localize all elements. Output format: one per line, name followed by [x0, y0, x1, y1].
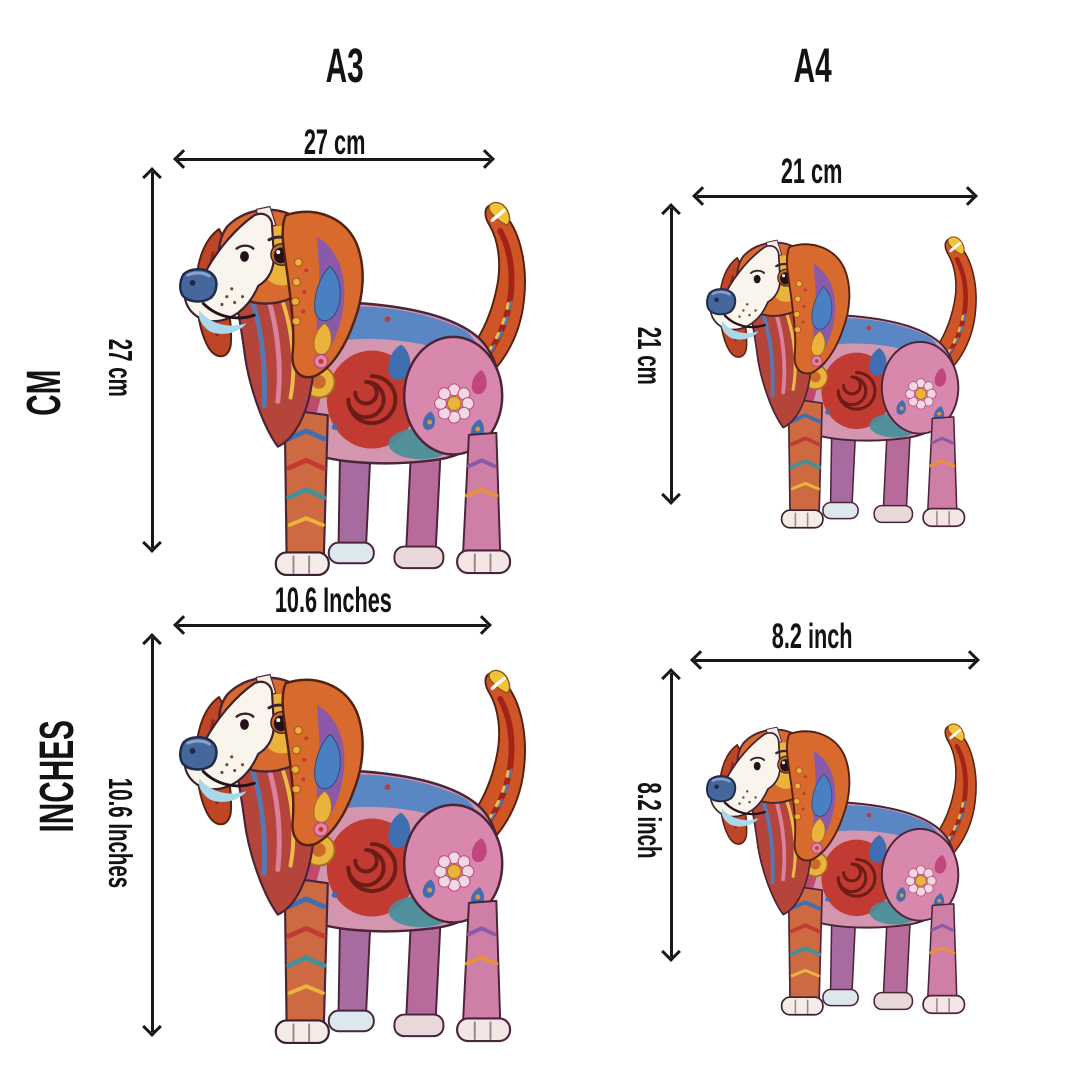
column-header-a3: A3: [175, 40, 515, 93]
a4-inches-width-arrow: [695, 659, 975, 662]
a4-inches-width-label: 8.2 inch: [771, 617, 853, 656]
a3-inches-width-arrow: [178, 624, 487, 627]
a4-inches-height-arrow: [670, 673, 673, 957]
column-header-a3-label: A3: [325, 39, 365, 93]
beagle-illustration-a4-inches: [699, 700, 1005, 1022]
row-header-cm-label: CM: [17, 369, 71, 417]
beagle-illustration-a3-inches: [170, 640, 562, 1052]
a3-cm-width-arrow: [178, 158, 490, 161]
row-header-cm: CM: [18, 223, 71, 563]
a4-cm-width-arrow: [697, 195, 973, 198]
a4-cm-height-arrow: [670, 208, 673, 500]
a3-inches-height-arrow: [151, 638, 154, 1032]
beagle-illustration-a4-cm: [699, 213, 1005, 535]
beagle-illustration-a3-cm: [170, 172, 562, 584]
a4-cm-height-label: 21 cm: [631, 326, 668, 386]
a3-cm-height-arrow: [151, 172, 154, 548]
column-header-a4: A4: [643, 40, 983, 93]
a3-cm-height-label: 27 cm: [102, 338, 139, 398]
row-header-inches: INCHES: [31, 606, 84, 946]
a3-inches-width-label: 10.6 Inches: [274, 581, 392, 620]
a4-cm-width-label: 21 cm: [781, 152, 843, 191]
a3-inches-height-label: 10.6 Inches: [102, 777, 139, 889]
column-header-a4-label: A4: [793, 39, 833, 93]
row-header-inches-label: INCHES: [30, 719, 84, 833]
a4-inches-height-label: 8.2 inch: [631, 781, 668, 859]
